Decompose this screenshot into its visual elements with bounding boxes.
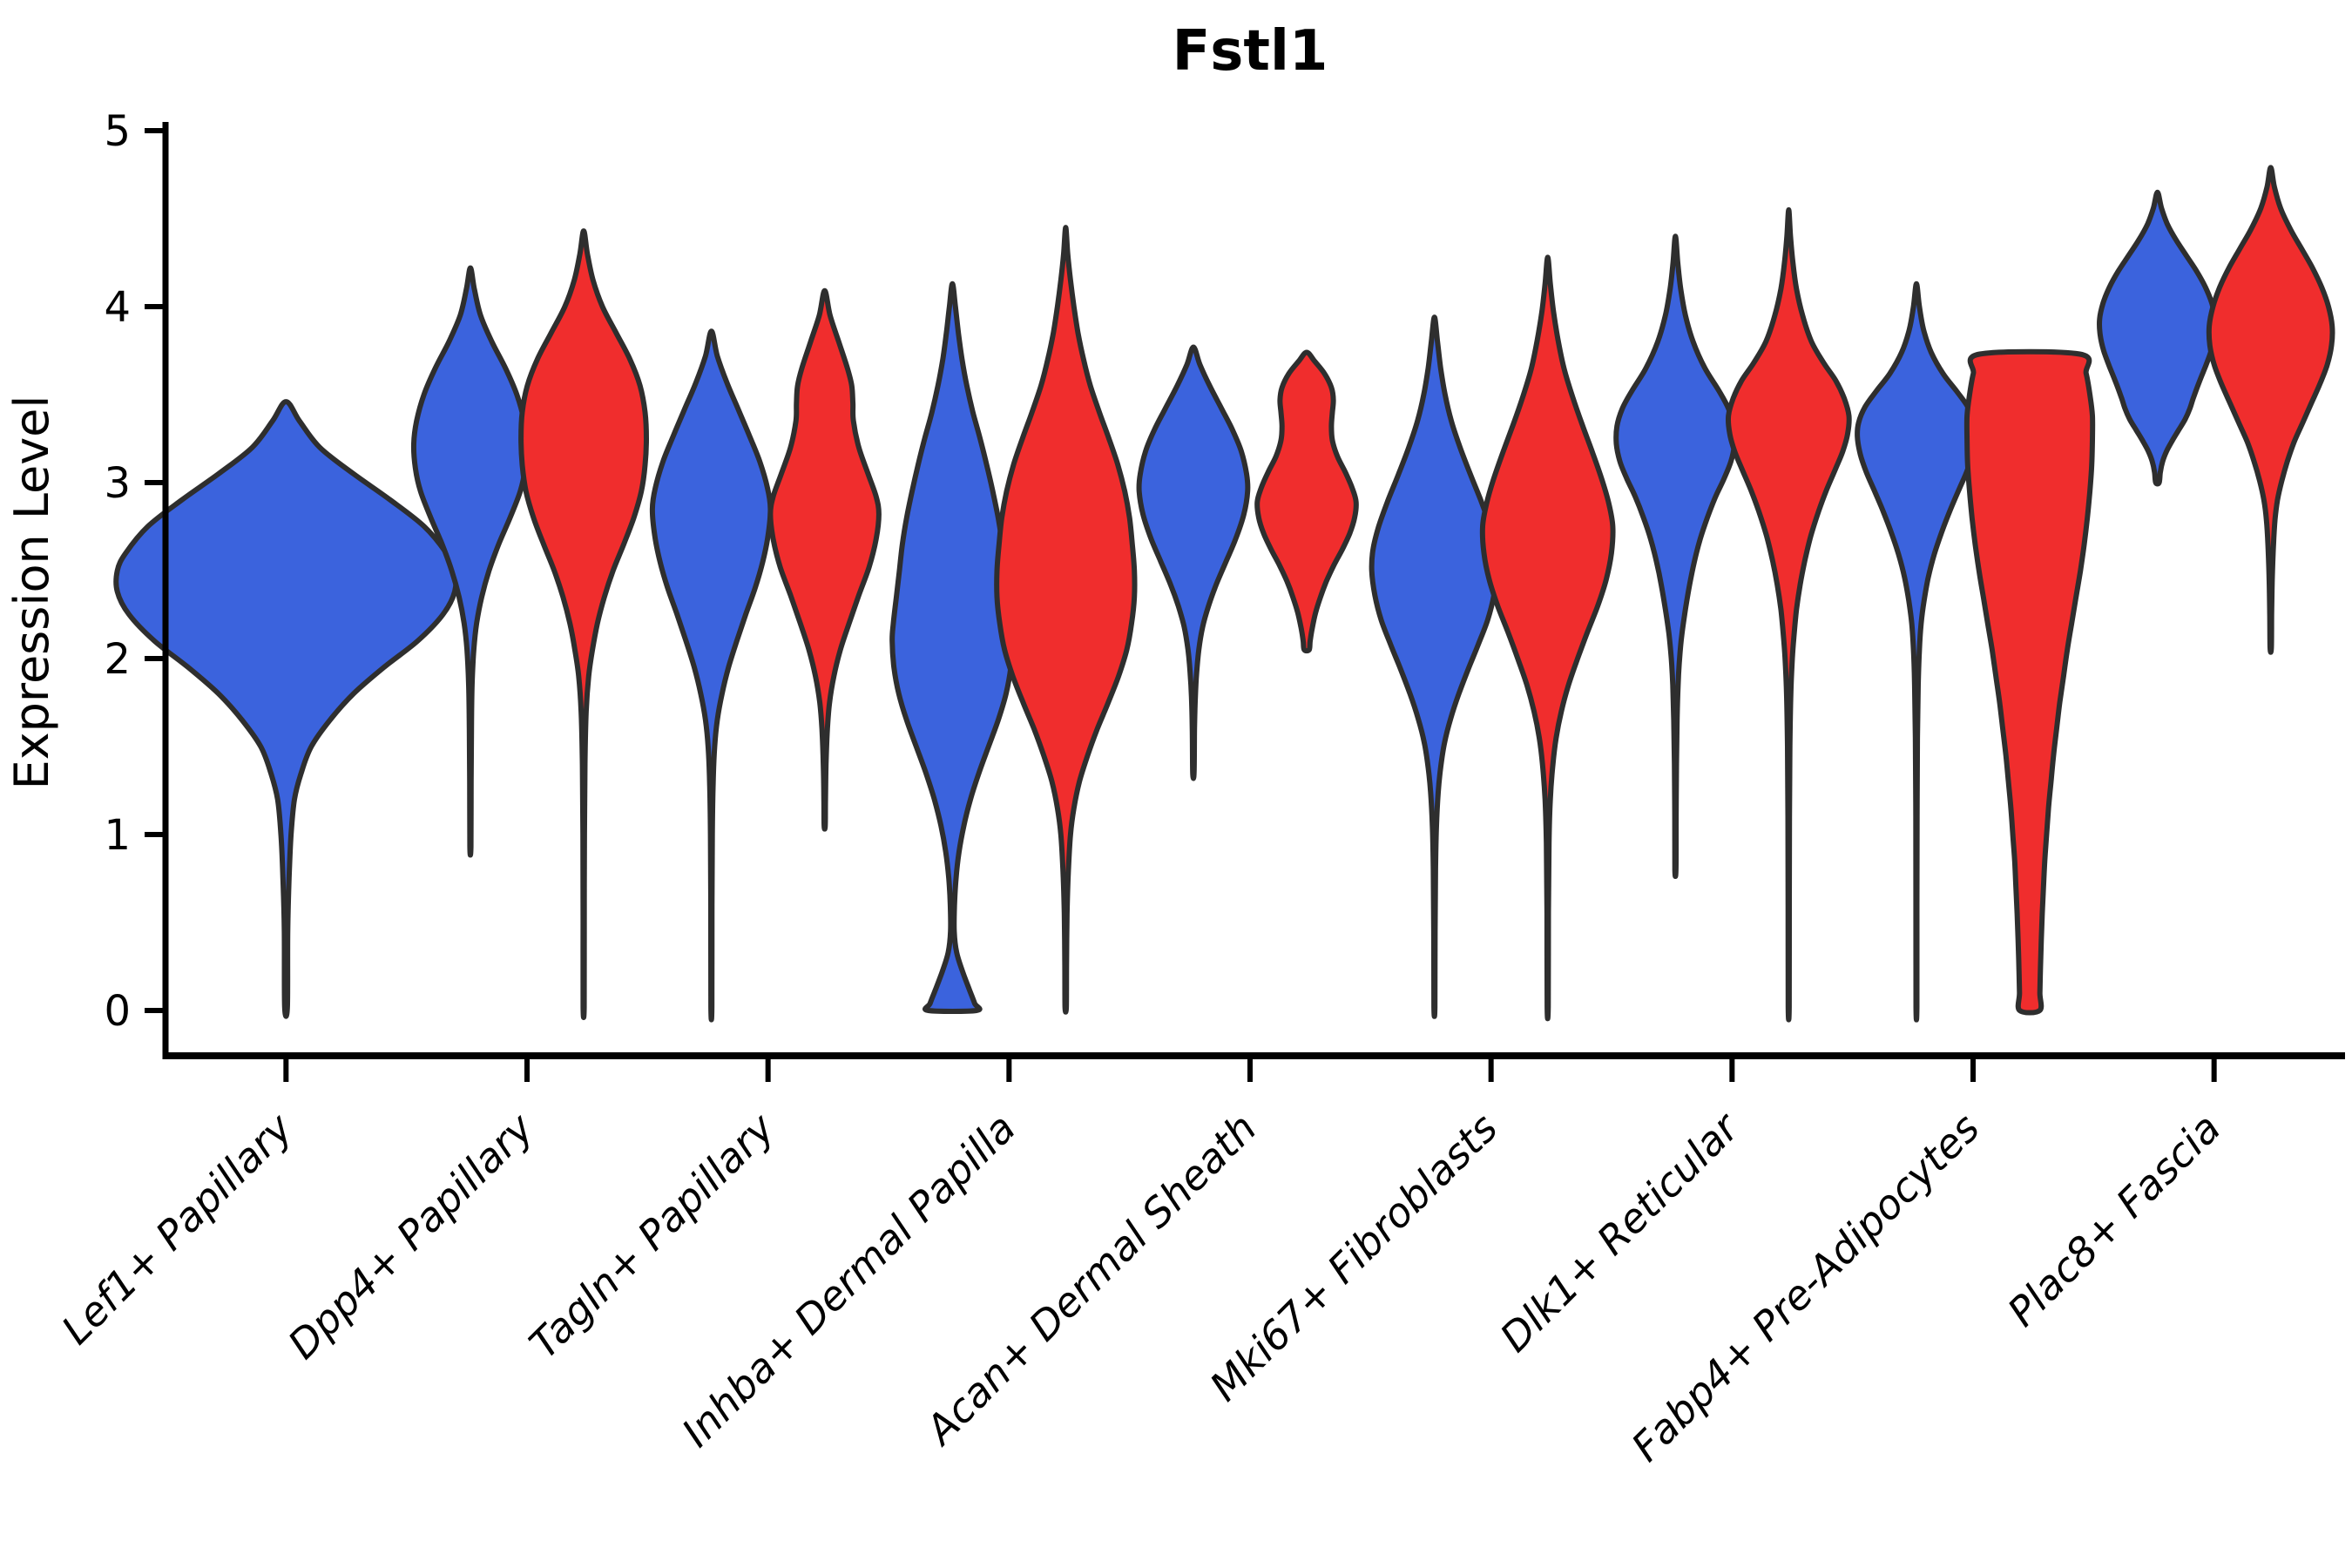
violin-dlk1-reticular-blue — [1613, 233, 1738, 879]
violin-inhba-dermal-papilla-blue — [889, 280, 1016, 1014]
y-tick-label-5: 5 — [104, 107, 131, 156]
x-tick-label-dpp4-papillary: Dpp4+ Papillary — [279, 1104, 543, 1368]
y-tick-label-1: 1 — [104, 811, 131, 860]
violin-fabp4-pre-adipocytes-red — [1963, 348, 2096, 1016]
violin-mki67-fibroblasts-red — [1479, 254, 1616, 1022]
y-tick-label-2: 2 — [104, 635, 131, 684]
x-tick-label-lef1-papillary: Lef1+ Papillary — [52, 1104, 301, 1353]
violin-mki67-fibroblasts-blue — [1369, 314, 1500, 1019]
violin-dpp4-papillary-red — [518, 228, 649, 1021]
x-tick-label-tagln-papillary: Tagln+ Papillary — [520, 1104, 784, 1368]
violin-fabp4-pre-adipocytes-blue — [1855, 280, 1978, 1023]
y-tick-label-0: 0 — [104, 987, 131, 1036]
y-tick-label-3: 3 — [104, 459, 131, 508]
violin-acan-dermal-sheath-blue — [1136, 344, 1251, 781]
chart-title: Fstl1 — [1173, 19, 1328, 84]
y-tick-label-4: 4 — [104, 283, 131, 332]
violin-plac8-fascia-blue — [2097, 189, 2219, 487]
violins-layer — [113, 165, 2335, 1023]
violin-dlk1-reticular-red — [1725, 206, 1852, 1023]
violin-tagln-papillary-red — [767, 287, 882, 832]
violin-plac8-fascia-red — [2206, 165, 2335, 655]
violin-acan-dermal-sheath-red — [1254, 349, 1359, 654]
violin-inhba-dermal-papilla-red — [994, 225, 1138, 1015]
y-axis-label: Expression Level — [4, 395, 59, 790]
x-tick-label-dlk1-reticular: Dlk1+ Reticular — [1490, 1102, 1749, 1361]
violin-tagln-papillary-blue — [649, 328, 774, 1023]
x-tick-label-plac8-fascia: Plac8+ Fascia — [1998, 1105, 2229, 1335]
